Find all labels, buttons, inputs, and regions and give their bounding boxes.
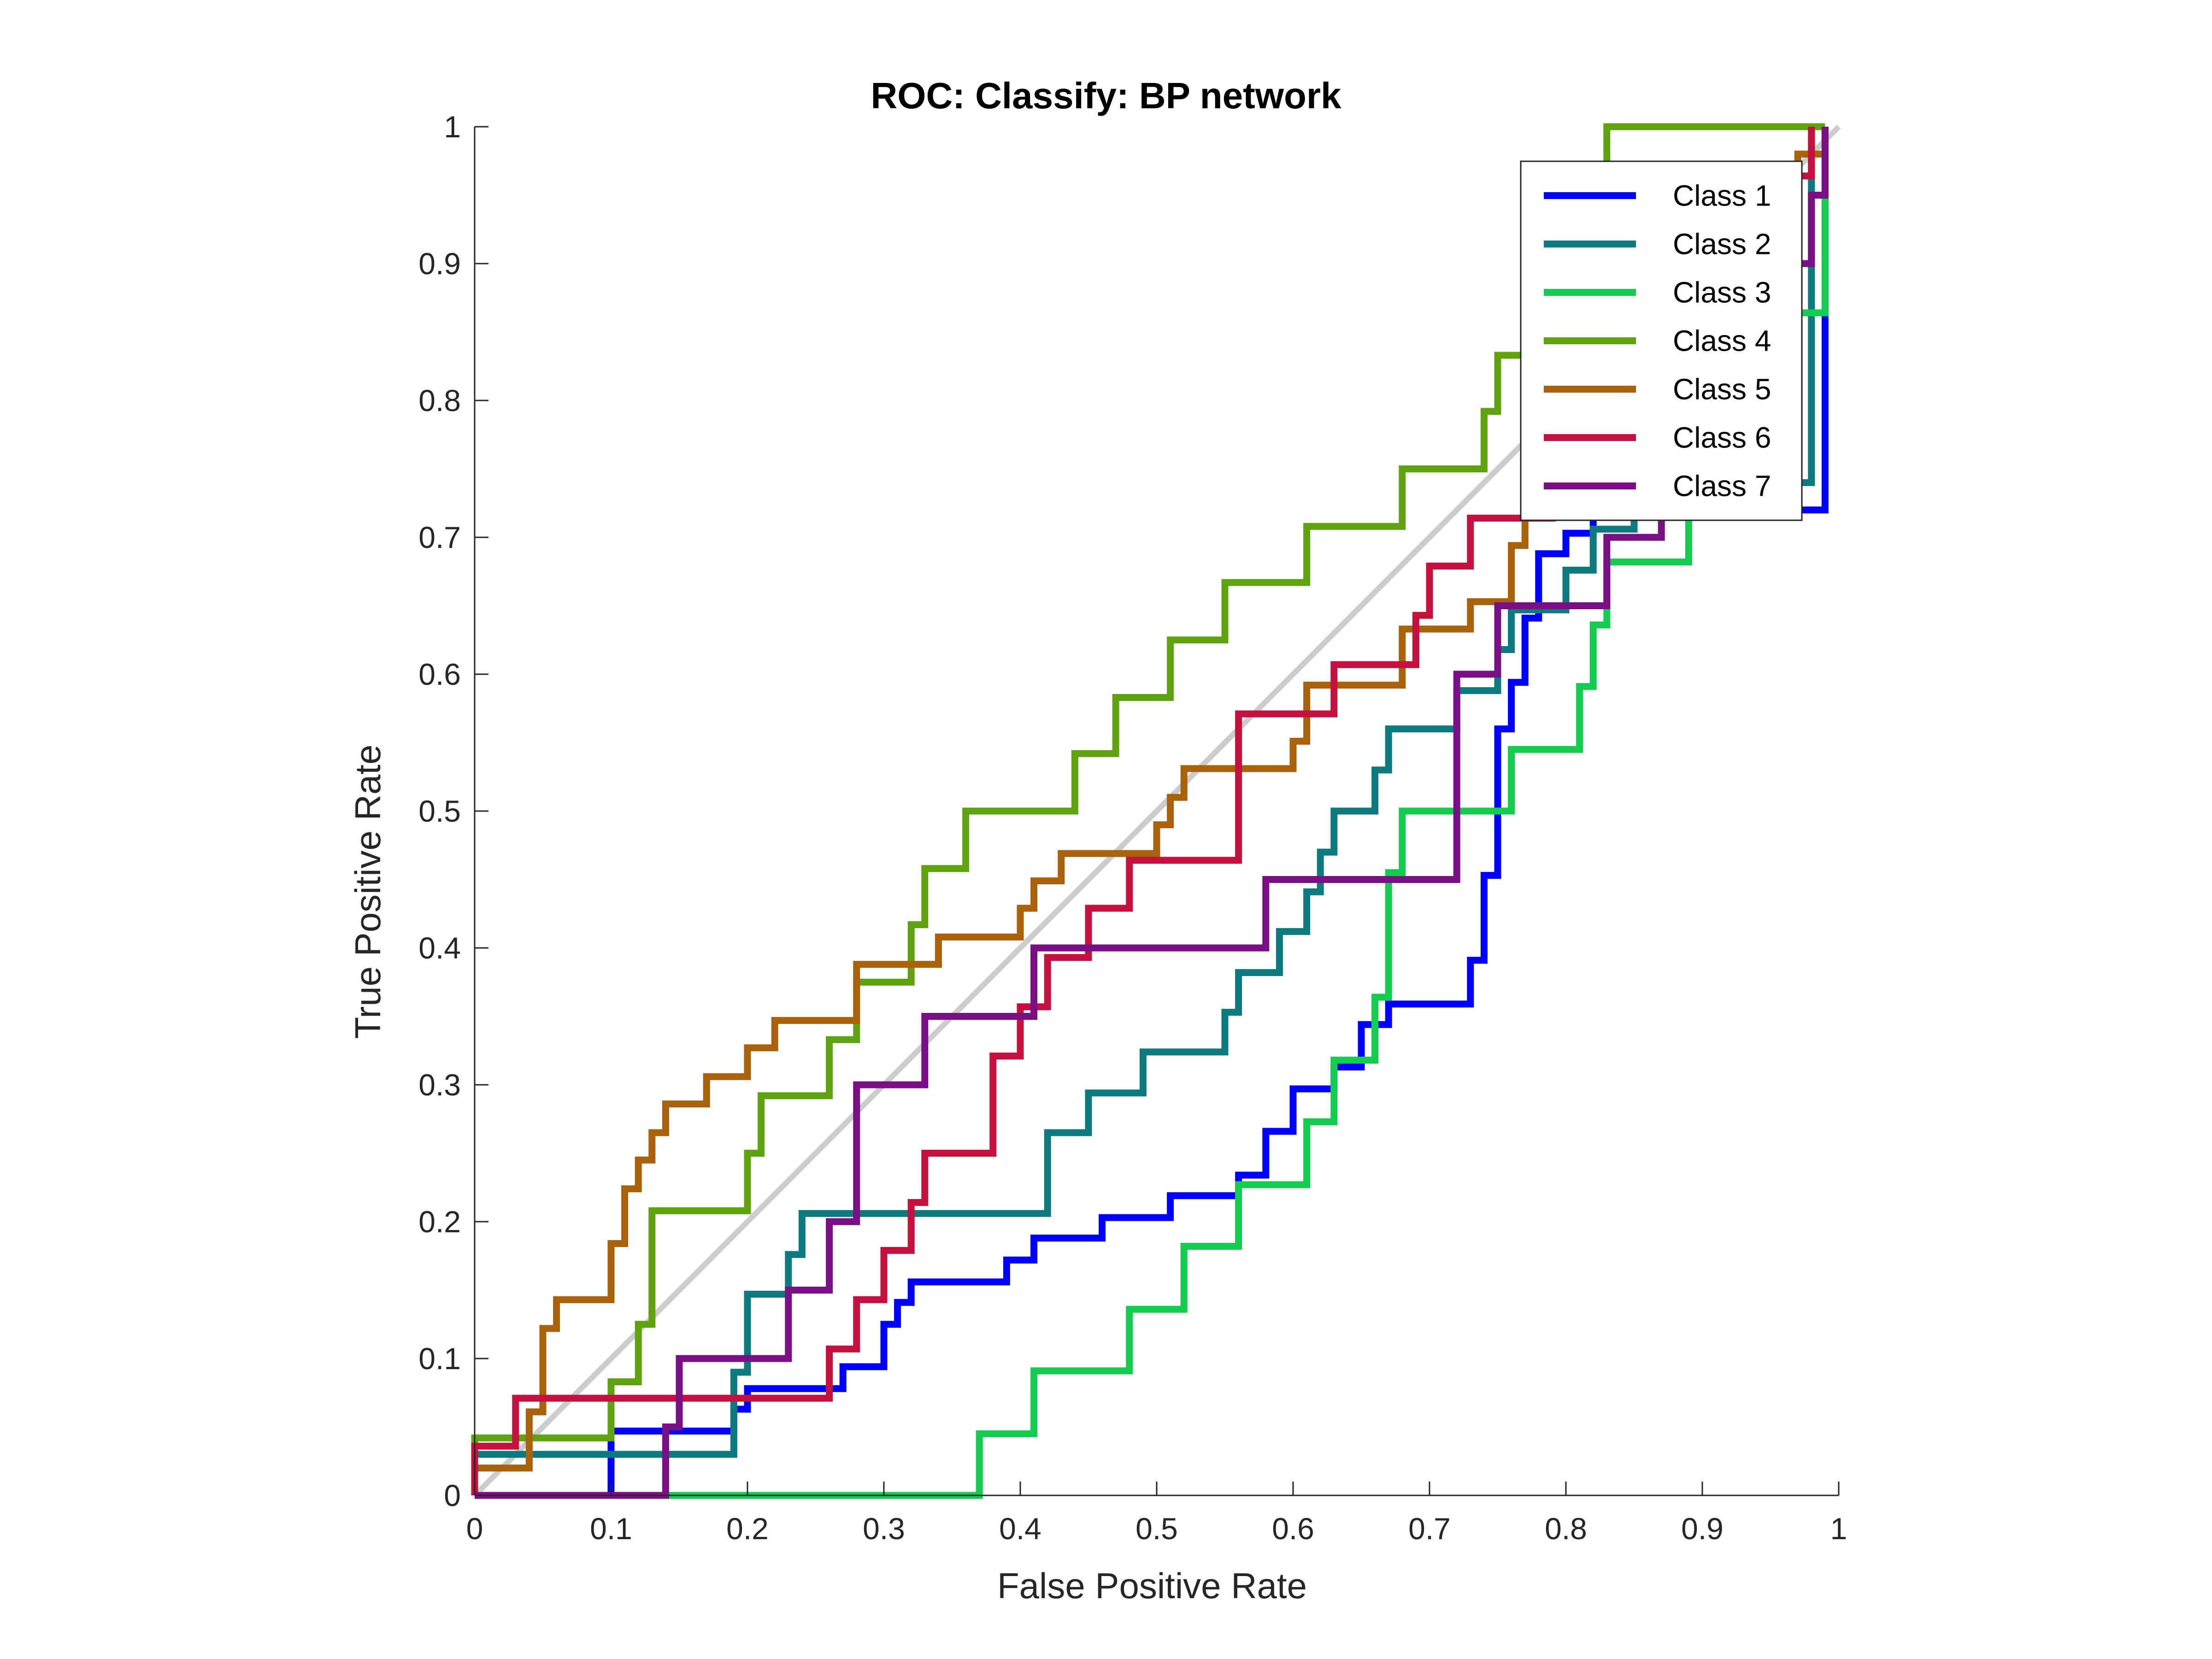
chart-title: ROC: Classify: BP network: [871, 75, 1341, 116]
x-tick-label: 0.5: [1135, 1512, 1178, 1546]
x-tick-label: 1: [1830, 1512, 1847, 1546]
legend-label: Class 7: [1673, 470, 1771, 503]
y-axis-label: True Positive Rate: [347, 745, 388, 1039]
legend-label: Class 1: [1673, 179, 1771, 212]
y-tick-label: 0.5: [418, 794, 461, 828]
y-tick-label: 0.6: [418, 657, 461, 691]
y-tick-label: 0: [444, 1478, 461, 1512]
axes-layer: 0 0.1 0.2 0.3 0.4 0.5 0.6 0.7 0.8 0.9 1 0 0.1 0.2 0.3 0…: [418, 110, 1847, 1546]
x-tick-label: 0.1: [590, 1512, 632, 1546]
y-tick-label: 0.9: [418, 247, 461, 281]
x-tick-label: 0.8: [1545, 1512, 1587, 1546]
y-tick-label: 0.7: [418, 520, 461, 554]
legend: Class 1 Class 2 Class 3 Class 4 Class 5 Class…: [1520, 160, 1803, 521]
legend-label: Class 2: [1673, 228, 1771, 261]
x-tick-label: 0.4: [999, 1512, 1041, 1546]
x-tick-label: 0.6: [1272, 1512, 1314, 1546]
series-line-class-2: [471, 127, 1815, 1495]
y-tick-label: 0.4: [418, 931, 461, 965]
series-line-class-4: [471, 123, 1825, 1495]
legend-label: Class 6: [1673, 421, 1771, 454]
x-axis-label: False Positive Rate: [997, 1565, 1307, 1606]
legend-label: Class 4: [1673, 324, 1771, 358]
series-line-class-3: [475, 127, 1829, 1499]
series-layer: [471, 123, 1829, 1499]
y-tick-label: 0.1: [418, 1341, 461, 1376]
x-tick-label: 0.3: [863, 1512, 905, 1546]
series-line-class-5: [471, 127, 1829, 1495]
series-line-class-6: [471, 127, 1815, 1495]
x-tick-label: 0.9: [1681, 1512, 1724, 1546]
x-tick-label: 0.7: [1408, 1512, 1451, 1546]
y-tick-label: 0.2: [418, 1205, 461, 1239]
legend-label: Class 5: [1673, 373, 1771, 406]
legend-label: Class 3: [1673, 276, 1771, 309]
y-tick-label: 0.8: [418, 383, 461, 418]
series-line-class-1: [475, 127, 1829, 1499]
y-tick-label: 0.3: [418, 1068, 461, 1102]
x-tick-label: 0: [466, 1512, 483, 1546]
x-tick-label: 0.2: [726, 1512, 769, 1546]
y-tick-label: 1: [444, 110, 461, 144]
